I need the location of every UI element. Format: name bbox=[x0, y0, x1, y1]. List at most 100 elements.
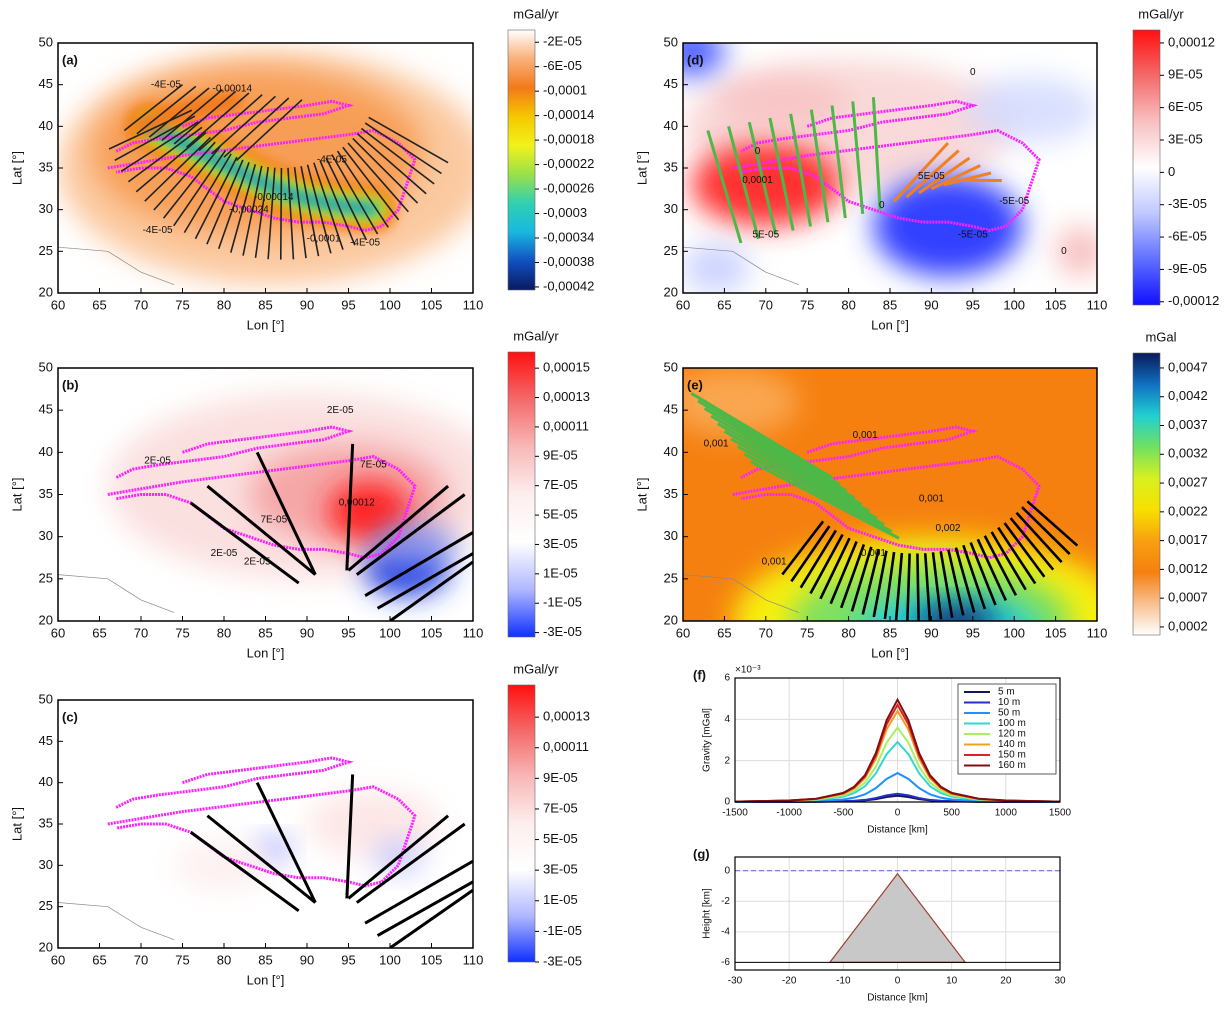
profile-line bbox=[255, 451, 317, 576]
y-tick-label: 25 bbox=[664, 570, 678, 585]
field-band bbox=[130, 90, 244, 138]
colorbar-title: mGal bbox=[1145, 329, 1176, 344]
colorbar-tick-label: 5E-05 bbox=[543, 831, 578, 846]
profile-line bbox=[364, 122, 442, 175]
profile-line bbox=[790, 525, 831, 583]
profile-line bbox=[173, 149, 227, 227]
profile-line bbox=[819, 537, 851, 600]
y-tick-label: 40 bbox=[39, 774, 53, 789]
y-tick-label: 45 bbox=[664, 402, 678, 417]
colorbar-tick-label: 5E-05 bbox=[543, 507, 578, 522]
x-tick-label: 70 bbox=[134, 952, 148, 967]
contour-label: 5E-05 bbox=[752, 229, 779, 240]
colorbar bbox=[1132, 352, 1161, 636]
x-tick-label: -20 bbox=[782, 976, 797, 987]
x-tick-label: 90 bbox=[924, 297, 938, 312]
profile-line bbox=[313, 162, 344, 250]
profile-line bbox=[287, 167, 295, 260]
colorbar-tick-label: -3E-05 bbox=[543, 953, 582, 968]
map-field bbox=[58, 43, 473, 293]
contour-label: 0,001 bbox=[861, 548, 886, 559]
x-axis-label: Lon [°] bbox=[871, 317, 909, 332]
profile-line bbox=[267, 167, 276, 260]
border bbox=[58, 574, 175, 613]
colorbar-tick-label: -0,00026 bbox=[543, 180, 594, 195]
x-tick-label: 0 bbox=[895, 808, 901, 819]
profile-line bbox=[342, 146, 400, 221]
y-tick-label: 20 bbox=[664, 284, 678, 299]
y-axis-label: Lat [°] bbox=[9, 807, 24, 841]
x-tick-label: 105 bbox=[421, 297, 443, 312]
colorbar bbox=[507, 29, 536, 291]
panel-label: (e) bbox=[687, 377, 703, 392]
y-tick-label: 45 bbox=[664, 76, 678, 91]
field-blob bbox=[683, 43, 725, 77]
profile-line bbox=[883, 551, 896, 620]
profile-line bbox=[206, 814, 317, 904]
profile-line bbox=[983, 535, 1018, 596]
colorbar-title: mGal/yr bbox=[513, 6, 559, 21]
plateau-outline bbox=[107, 128, 417, 233]
x-tick-label: 105 bbox=[1045, 297, 1067, 312]
x-tick-label: 65 bbox=[717, 625, 731, 640]
x-tick-label: 10 bbox=[946, 976, 958, 987]
y-axis-label: Lat [°] bbox=[634, 151, 649, 185]
map-field bbox=[683, 43, 1097, 293]
colorbar-tick-label: -9E-05 bbox=[1168, 261, 1207, 276]
colorbar-tick-label: 9E-05 bbox=[1168, 67, 1203, 82]
x-tick-label: 95 bbox=[966, 297, 980, 312]
profile-line bbox=[242, 165, 263, 256]
y-tick-label: 40 bbox=[39, 118, 53, 133]
field-blob bbox=[964, 76, 1097, 143]
x-tick-label: -30 bbox=[728, 976, 743, 987]
y-tick-label: 50 bbox=[39, 34, 53, 49]
profile-line bbox=[1009, 517, 1055, 571]
y-tick-label: 25 bbox=[39, 898, 53, 913]
profile-line bbox=[389, 560, 473, 621]
y-tick-label: 25 bbox=[39, 570, 53, 585]
colorbar-tick-label: 0,00012 bbox=[1168, 34, 1215, 49]
y-axis-label: Lat [°] bbox=[634, 477, 649, 511]
series-line bbox=[734, 725, 1061, 803]
x-tick-label: -1500 bbox=[722, 808, 748, 819]
contour-label: -4E-05 bbox=[317, 154, 347, 165]
panel-label: (b) bbox=[62, 377, 79, 392]
colorbar bbox=[507, 351, 536, 638]
profile-line bbox=[690, 392, 833, 479]
profile-line bbox=[799, 529, 837, 589]
profile-line bbox=[710, 414, 856, 500]
contour-label: 0,002 bbox=[935, 523, 960, 534]
plateau-outline bbox=[115, 756, 354, 809]
profile-line bbox=[360, 127, 435, 185]
colorbar-tick-label: -6E-05 bbox=[543, 58, 582, 73]
profile-line bbox=[255, 782, 317, 904]
y-tick-label: 50 bbox=[664, 359, 678, 374]
contour-label: 0 bbox=[1061, 246, 1067, 257]
x-tick-label: 65 bbox=[717, 297, 731, 312]
colorbar-tick-label: 3E-05 bbox=[543, 862, 578, 877]
y-tick-label: 50 bbox=[664, 34, 678, 49]
y-tick-label: 40 bbox=[39, 444, 53, 459]
profile-line bbox=[916, 553, 920, 621]
y-tick-label: 50 bbox=[39, 359, 53, 374]
colorbar-tick-label: -0,00014 bbox=[543, 107, 594, 122]
profile-line bbox=[368, 116, 449, 164]
x-tick-label: 70 bbox=[759, 625, 773, 640]
legend-label: 5 m bbox=[998, 687, 1015, 698]
x-tick-label: 110 bbox=[463, 952, 484, 967]
panel-label: (c) bbox=[62, 709, 78, 724]
x-tick-label: 110 bbox=[463, 297, 484, 312]
colorbar-title: mGal/yr bbox=[513, 661, 559, 676]
profile-line bbox=[223, 97, 290, 158]
field-blob bbox=[716, 76, 849, 127]
profile-line bbox=[206, 484, 317, 576]
y-tick-label: 4 bbox=[724, 714, 730, 725]
profile-line bbox=[830, 105, 847, 219]
contour-label: 2E-05 bbox=[211, 548, 238, 559]
profile-line bbox=[123, 84, 183, 132]
y-tick-label: 20 bbox=[39, 612, 53, 627]
contour-label: 7E-05 bbox=[360, 460, 387, 471]
series-line bbox=[734, 740, 1061, 803]
x-tick-label: 100 bbox=[379, 297, 401, 312]
x-tick-label: 100 bbox=[1003, 297, 1025, 312]
